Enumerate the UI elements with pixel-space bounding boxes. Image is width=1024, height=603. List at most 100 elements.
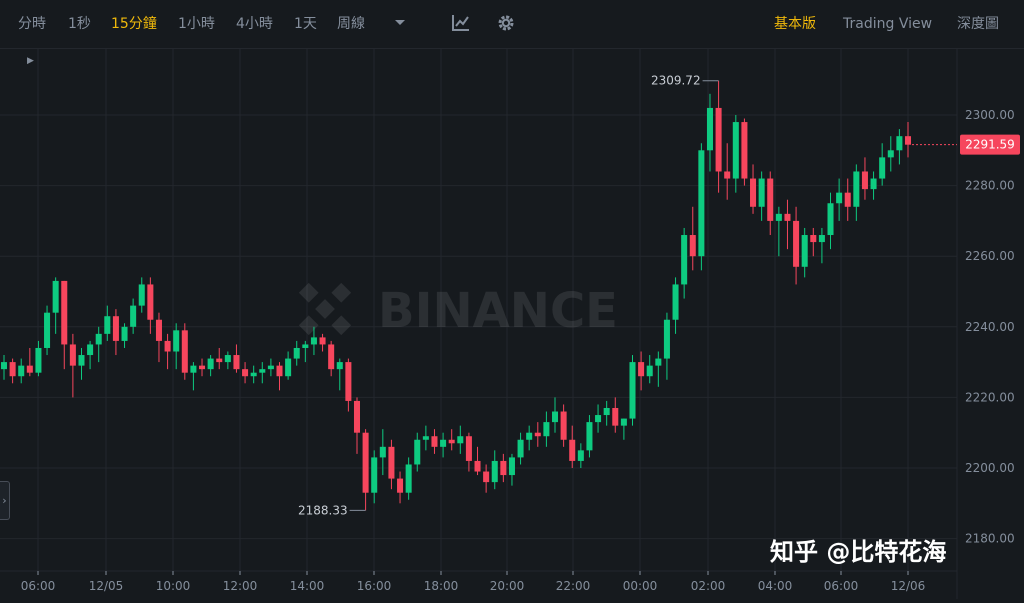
candle [724,143,731,200]
x-tick-label: 00:00 [623,579,658,593]
chart-toolbar: 分時 1秒 15分鐘 1小時 4小時 1天 周線 基本版 Trading Vie… [0,0,1024,49]
interval-1h-button[interactable]: 1小時 [178,16,215,32]
chevron-down-icon[interactable] [394,12,406,37]
interval-time-button[interactable]: 分時 [18,16,46,32]
interval-1w-button[interactable]: 周線 [337,16,365,32]
candle [586,415,593,458]
candle-body [431,436,438,447]
candle [431,429,438,454]
candle-body [95,333,102,345]
candle [801,227,808,278]
candle-body [586,422,593,451]
candle [646,355,653,384]
candle-body [207,358,214,370]
candle [457,425,464,454]
candle-body [577,450,584,461]
candle-body [104,316,111,334]
candle [388,439,395,490]
candle-body [199,365,206,370]
candle [767,171,774,236]
candle [681,227,688,299]
candle-body [904,136,912,145]
y-tick-label: 2240.00 [965,320,1015,334]
candle-body [61,280,68,345]
candle-body [551,411,559,423]
candle-body [138,284,145,306]
candle [689,206,696,271]
candle-body [750,178,757,207]
candle [715,80,722,193]
view-tradingview-tab[interactable]: Trading View [843,16,933,32]
candle-body [422,436,429,440]
candle-body [147,284,154,320]
candle [61,280,68,370]
candle-body [689,235,696,257]
candle-body [870,178,877,190]
candle-body [319,337,326,345]
candle-body [663,319,670,359]
candle-body [612,407,619,426]
candle [319,333,326,352]
price-chart[interactable]: BINANCE 2300.00 2280.00 2260.00 2240.00 2220… [0,49,1024,599]
candle-body [879,157,886,179]
interval-1d-button[interactable]: 1天 [294,16,317,32]
expand-sidebar-handle[interactable]: › [0,481,10,520]
candle [224,351,231,370]
candle-body [0,362,8,370]
candle-body [758,178,765,207]
candle-body [706,107,713,151]
candle-body [474,460,481,472]
interval-15m-button[interactable]: 15分鐘 [111,16,157,32]
candle-body [827,203,834,236]
candle-body [896,136,903,151]
candle [732,115,739,193]
candle [293,340,300,366]
candle [353,397,361,454]
candle [887,136,894,172]
candle [414,432,421,472]
candle [371,450,378,504]
candle-body [336,362,343,370]
collapse-indicator-icon[interactable]: ▶ [27,56,34,66]
candle [422,425,429,451]
interval-1s-button[interactable]: 1秒 [68,16,91,32]
interval-4h-button[interactable]: 4小時 [236,16,273,32]
x-tick-label: 12:00 [223,579,258,593]
indicator-icon[interactable] [451,13,471,38]
candle-body [732,122,739,179]
x-tick-label: 04:00 [758,579,793,593]
view-basic-tab[interactable]: 基本版 [774,16,816,32]
candle [534,422,541,447]
view-depth-tab[interactable]: 深度圖 [957,16,999,32]
gear-icon[interactable] [496,13,516,38]
candle [827,192,834,250]
candle-body [724,171,731,179]
candle [242,362,249,384]
candle [698,143,705,271]
candle-body [767,178,774,221]
x-tick-label: 12/05 [89,579,124,593]
low-price-label: 2188.33 [298,503,348,517]
candle-body [543,422,550,437]
candle-body [328,344,335,370]
candle [405,457,412,500]
candle [569,425,576,468]
x-tick-label: 22:00 [556,579,591,593]
candle-body [681,235,688,285]
candle [310,326,317,356]
candle-body [741,122,748,179]
candle [95,326,102,363]
candle [577,443,584,468]
candle-body [698,150,705,257]
high-price-label: 2309.72 [651,74,701,88]
candle [328,340,335,377]
candle [35,340,42,377]
candle-body [250,372,257,377]
candle [250,365,257,384]
candle [336,358,343,391]
candle [130,298,137,334]
candle-body [629,362,636,419]
watermark-logo-text: BINANCE [378,283,618,339]
candle [517,432,524,465]
candle-body [44,312,51,348]
